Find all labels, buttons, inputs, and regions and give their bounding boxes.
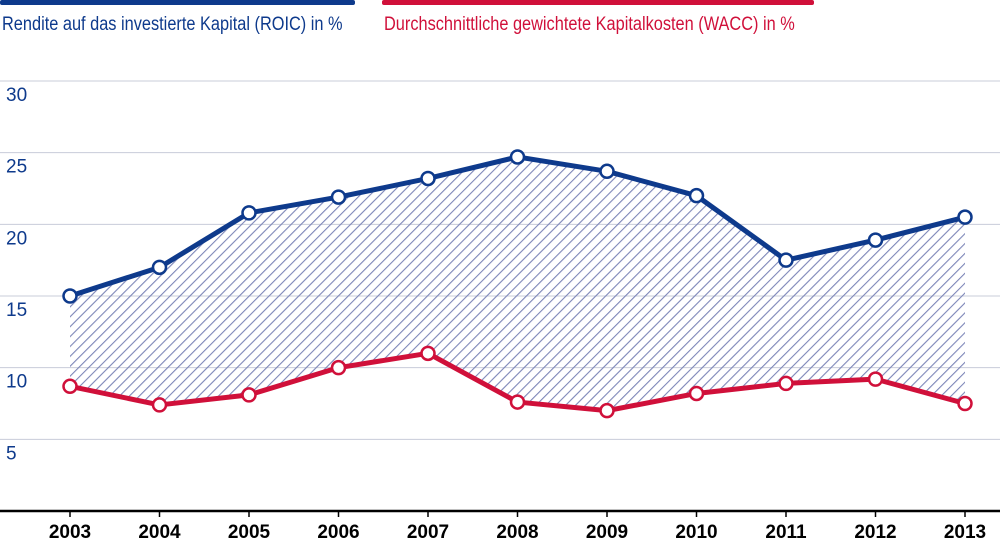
point-roic-2011 bbox=[778, 252, 794, 268]
hatched-gap-area bbox=[70, 156, 965, 411]
point-wacc-2005 bbox=[241, 387, 257, 403]
x-tick-label-2005: 2005 bbox=[228, 522, 271, 543]
y-tick-label-15: 15 bbox=[6, 300, 27, 321]
legend-roic-swatch bbox=[0, 0, 355, 5]
point-roic-2007 bbox=[420, 170, 436, 187]
legend-roic: Rendite auf das investierte Kapital (ROI… bbox=[0, 0, 360, 44]
legend-roic-label: Rendite auf das investierte Kapital (ROI… bbox=[2, 14, 343, 35]
point-roic-2004 bbox=[151, 259, 168, 276]
y-tick-label-10: 10 bbox=[6, 372, 27, 393]
x-tick-label-2008: 2008 bbox=[496, 522, 538, 543]
point-wacc-2009 bbox=[599, 402, 615, 419]
point-wacc-2011 bbox=[778, 375, 794, 392]
x-tick-label-2003: 2003 bbox=[49, 522, 91, 543]
y-tick-label-5: 5 bbox=[6, 443, 17, 464]
point-wacc-2003 bbox=[62, 378, 78, 395]
point-roic-2009 bbox=[599, 163, 615, 180]
x-tick-label-2006: 2006 bbox=[317, 522, 359, 543]
y-tick-label-25: 25 bbox=[6, 157, 27, 178]
point-wacc-2007 bbox=[420, 345, 436, 362]
point-roic-2008 bbox=[509, 149, 526, 165]
point-wacc-2013 bbox=[957, 395, 973, 412]
y-tick-label-20: 20 bbox=[6, 228, 27, 249]
legend-wacc-swatch bbox=[382, 0, 814, 5]
point-roic-2006 bbox=[330, 189, 347, 205]
x-tick-label-2009: 2009 bbox=[586, 522, 628, 543]
point-roic-2003 bbox=[62, 288, 78, 304]
x-tick-label-2010: 2010 bbox=[675, 522, 717, 543]
point-wacc-2004 bbox=[151, 397, 168, 413]
point-roic-2010 bbox=[688, 187, 705, 204]
point-wacc-2010 bbox=[688, 385, 705, 402]
point-wacc-2008 bbox=[509, 394, 526, 410]
x-tick-label-2011: 2011 bbox=[765, 522, 807, 543]
point-wacc-2006 bbox=[330, 359, 347, 376]
x-tick-label-2007: 2007 bbox=[407, 522, 449, 543]
point-roic-2005 bbox=[241, 205, 257, 221]
legend-wacc-label: Durchschnittliche gewichtete Kapitalkost… bbox=[384, 14, 795, 35]
x-tick-label-2012: 2012 bbox=[854, 522, 896, 543]
point-roic-2012 bbox=[867, 232, 884, 248]
x-tick-label-2013: 2013 bbox=[944, 522, 986, 543]
legend-wacc: Durchschnittliche gewichtete Kapitalkost… bbox=[382, 0, 822, 44]
point-wacc-2012 bbox=[867, 371, 884, 387]
x-tick-label-2004: 2004 bbox=[138, 522, 181, 543]
y-tick-label-30: 30 bbox=[6, 85, 27, 106]
point-roic-2013 bbox=[957, 209, 973, 225]
